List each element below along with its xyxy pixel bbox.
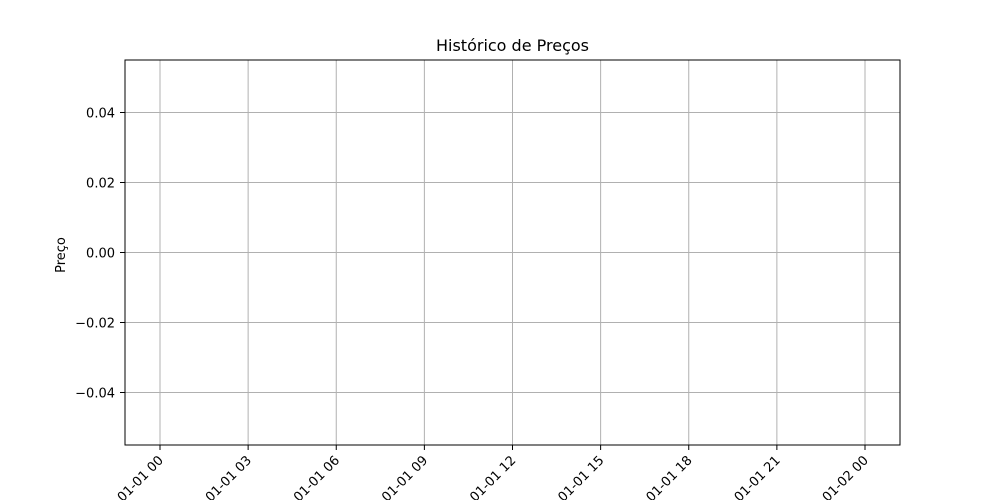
x-tick-label: 01-01 12: [467, 453, 519, 500]
y-axis-label: Preço: [54, 237, 69, 273]
y-tick-label: 0.00: [86, 247, 115, 262]
grid-layer: [125, 60, 900, 445]
x-tick-label: 01-01 15: [556, 453, 608, 500]
y-tick-label: 0.02: [86, 177, 115, 192]
chart-title: Histórico de Preços: [436, 36, 589, 55]
x-tick-label: 01-01 21: [732, 453, 784, 500]
plot-frame: [124, 59, 901, 446]
y-tick-label: 0.04: [86, 107, 115, 122]
x-tick-label: 01-01 06: [291, 453, 343, 500]
label-layer: 01-01 00 01-01 03 01-01 06 01-01 09 01-01 12…: [75, 107, 872, 500]
y-tick-label: −0.02: [75, 317, 115, 332]
x-tick-label: 01-02 00: [820, 453, 872, 500]
tick-layer: [120, 112, 866, 450]
x-tick-label: 01-01 09: [379, 453, 431, 500]
x-tick-label: 01-01 18: [644, 453, 696, 500]
x-tick-label: 01-01 00: [115, 453, 167, 500]
y-tick-label: −0.04: [75, 387, 115, 402]
x-tick-label: 01-01 03: [203, 453, 255, 500]
